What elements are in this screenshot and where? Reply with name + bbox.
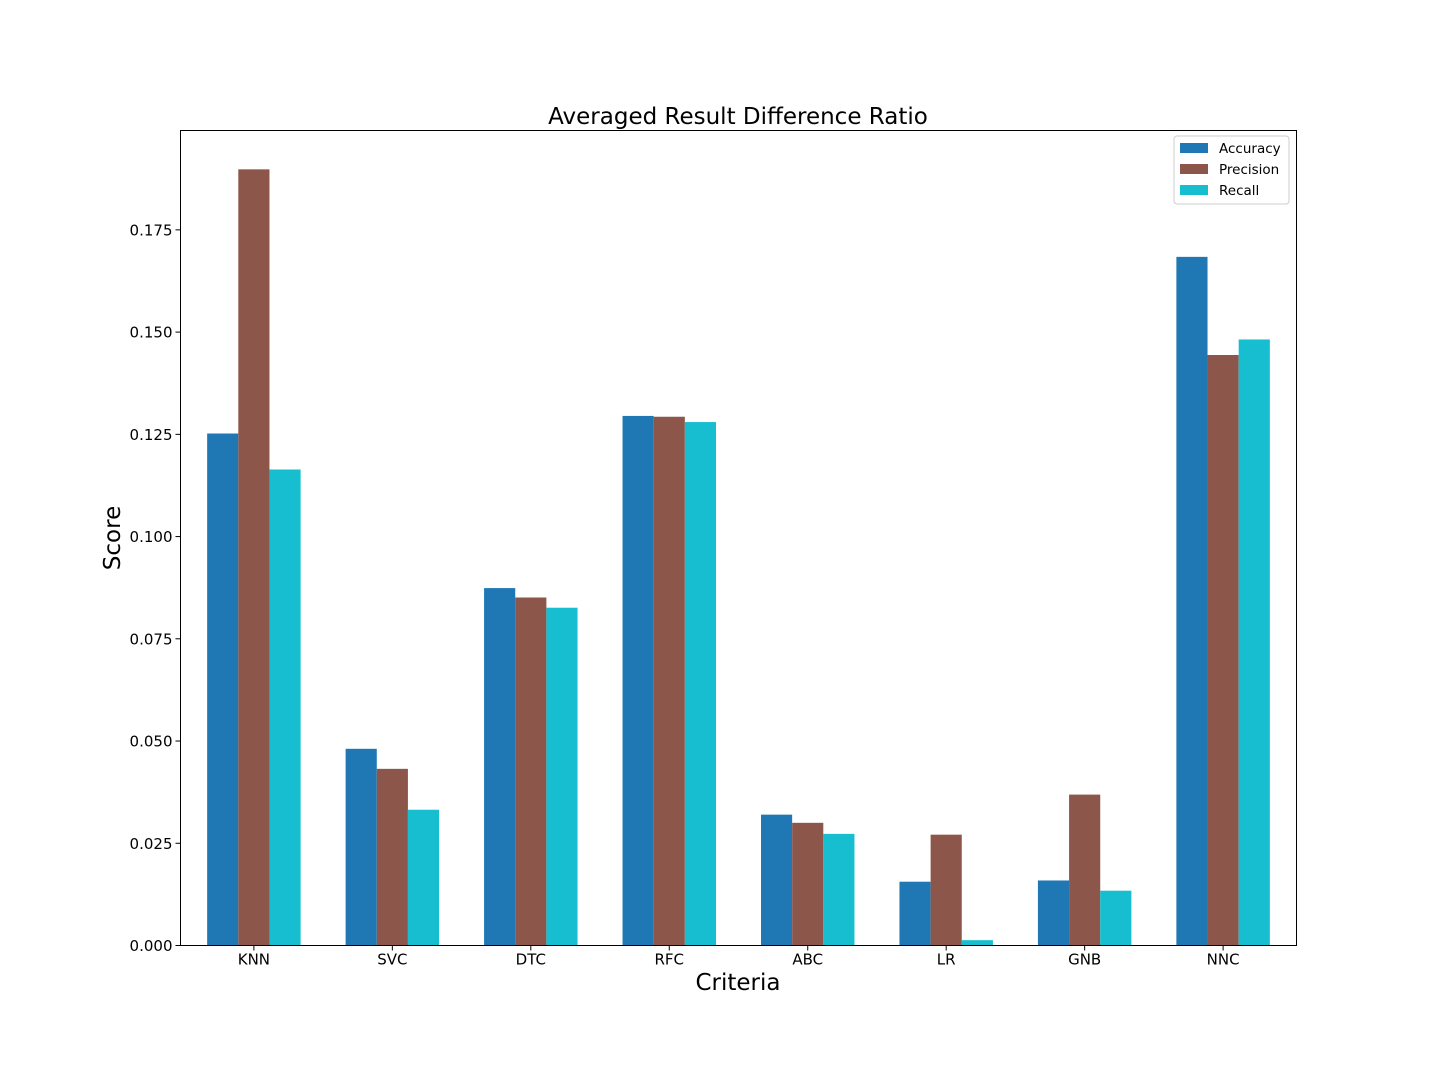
bar-nnc-recall: [1238, 339, 1270, 946]
y-tick-label: 0.100: [130, 528, 173, 546]
bar-dtc-precision: [515, 597, 547, 946]
bars-group: [207, 169, 1270, 946]
x-axis-label: Criteria: [695, 970, 780, 996]
y-axis-label: Score: [100, 506, 126, 570]
bar-abc-precision: [792, 822, 824, 946]
x-tick-label-rfc: RFC: [655, 951, 685, 969]
bar-rfc-accuracy: [622, 415, 654, 946]
legend-label-precision: Precision: [1219, 162, 1279, 178]
x-tick-label-gnb: GNB: [1068, 951, 1101, 969]
legend-label-recall: Recall: [1219, 183, 1259, 199]
bar-abc-accuracy: [761, 814, 793, 946]
bar-rfc-recall: [684, 422, 716, 946]
x-tick-label-dtc: DTC: [516, 951, 546, 969]
plot-area-frame: [180, 130, 1297, 946]
bar-dtc-accuracy: [484, 588, 516, 946]
y-tick-label: 0.125: [130, 426, 173, 444]
bar-nnc-precision: [1207, 355, 1239, 946]
bar-gnb-recall: [1100, 890, 1132, 946]
y-tick-label: 0.025: [130, 835, 173, 853]
bar-gnb-accuracy: [1037, 880, 1070, 946]
bar-gnb-precision: [1069, 794, 1101, 946]
x-axis-ticks: KNN SVC DTC RFC ABC LR GNB NNC: [238, 945, 1240, 969]
x-tick-label-svc: SVC: [377, 951, 407, 969]
y-tick-label: 0.150: [130, 324, 173, 342]
bar-lr-accuracy: [899, 881, 931, 946]
bar-knn-accuracy: [207, 433, 239, 946]
bar-knn-precision: [238, 169, 270, 946]
y-tick-label: 0.175: [130, 221, 173, 239]
bar-lr-precision: [930, 834, 962, 946]
legend-swatch-recall: [1180, 185, 1208, 195]
x-tick-label-lr: LR: [937, 951, 956, 969]
bar-svc-recall: [407, 809, 440, 946]
bar-rfc-precision: [653, 416, 685, 946]
y-tick-label: 0.050: [130, 733, 173, 751]
legend-label-accuracy: Accuracy: [1219, 141, 1281, 157]
bar-nnc-accuracy: [1176, 256, 1208, 946]
y-axis-ticks: 0.000 0.025 0.050 0.075 0.100 0.125 0.150 0.175: [130, 221, 181, 955]
chart-title: Averaged Result Difference Ratio: [548, 104, 928, 130]
bar-dtc-recall: [546, 607, 578, 946]
bar-lr-recall: [961, 940, 993, 946]
y-tick-label: 0.075: [130, 630, 173, 648]
y-tick-label: 0.000: [130, 937, 173, 955]
bar-svc-precision: [376, 768, 408, 946]
x-tick-label-abc: ABC: [792, 951, 823, 969]
bar-svc-accuracy: [345, 748, 377, 946]
legend-swatch-accuracy: [1180, 143, 1208, 153]
legend-swatch-precision: [1180, 164, 1208, 174]
x-tick-label-knn: KNN: [238, 951, 270, 969]
x-tick-label-nnc: NNC: [1207, 951, 1240, 969]
bar-knn-recall: [269, 469, 301, 946]
legend: Accuracy Precision Recall: [1173, 135, 1290, 205]
bar-abc-recall: [823, 833, 855, 946]
